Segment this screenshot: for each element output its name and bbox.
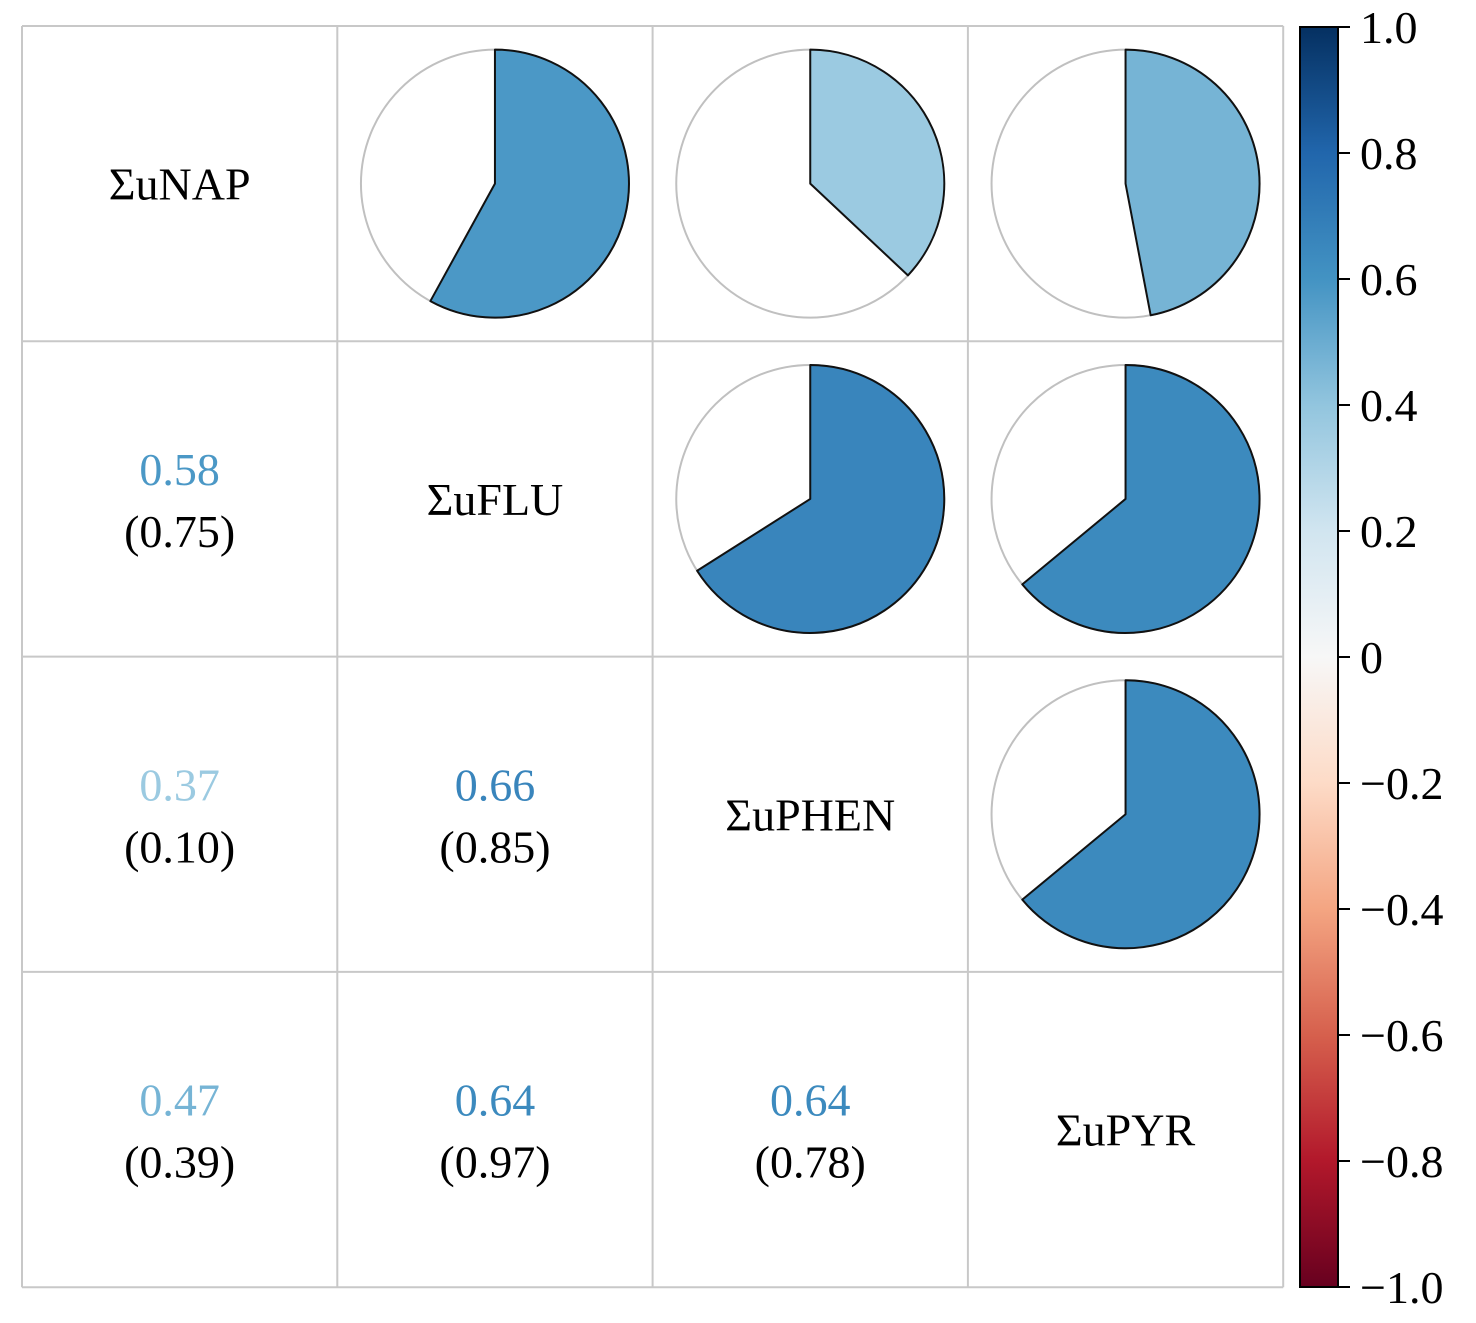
pie-slice bbox=[1124, 48, 1261, 317]
matrix-cells: ΣuNAP ΣuFLU ΣuPHEN ΣuPYR 0.58 (0.75) 0.37 (0.10… bbox=[109, 48, 1261, 1188]
colorbar-tick-label: 0 bbox=[1360, 632, 1383, 683]
pie-slice bbox=[1021, 363, 1261, 634]
variable-label: ΣuNAP bbox=[109, 159, 251, 210]
pie-slice bbox=[809, 48, 946, 277]
correlation-value: 0.47 bbox=[139, 1075, 220, 1126]
colorbar-tick-label: −0.4 bbox=[1360, 884, 1443, 935]
variable-label: ΣuPYR bbox=[1056, 1105, 1196, 1156]
correlation-value: 0.37 bbox=[139, 759, 220, 810]
variable-label: ΣuFLU bbox=[427, 474, 564, 525]
colorbar-tick-label: 0.8 bbox=[1360, 128, 1418, 179]
correlation-value: 0.64 bbox=[770, 1075, 851, 1126]
pie-slice bbox=[696, 363, 946, 634]
colorbar-gradient bbox=[1299, 26, 1339, 1288]
correlation-value: 0.66 bbox=[455, 759, 536, 810]
colorbar-tick-label: 0.4 bbox=[1360, 380, 1418, 431]
p-value: (0.97) bbox=[439, 1137, 550, 1188]
colorbar-tick-label: −1.0 bbox=[1360, 1262, 1443, 1313]
p-value: (0.85) bbox=[439, 821, 550, 872]
p-value: (0.10) bbox=[124, 821, 235, 872]
correlation-value: 0.64 bbox=[455, 1075, 536, 1126]
matrix-grid bbox=[21, 25, 1285, 1289]
colorbar: 1.0 0.8 0.6 0.4 0.2 0 −0.2 −0.4 −0.6 −0.8 −1.0 bbox=[1299, 2, 1443, 1313]
colorbar-tick-label: −0.8 bbox=[1360, 1136, 1443, 1187]
correlation-value: 0.58 bbox=[139, 444, 220, 495]
variable-label: ΣuPHEN bbox=[725, 789, 895, 840]
pie-slice bbox=[1021, 679, 1261, 950]
colorbar-tick-label: 1.0 bbox=[1360, 2, 1418, 53]
p-value: (0.39) bbox=[124, 1137, 235, 1188]
colorbar-tick-label: −0.6 bbox=[1360, 1010, 1443, 1061]
p-value: (0.78) bbox=[755, 1137, 866, 1188]
p-value: (0.75) bbox=[124, 506, 235, 557]
colorbar-tick-label: 0.6 bbox=[1360, 254, 1418, 305]
colorbar-tick-label: 0.2 bbox=[1360, 506, 1418, 557]
pie-slice bbox=[429, 48, 630, 319]
colorbar-tick-label: −0.2 bbox=[1360, 758, 1443, 809]
